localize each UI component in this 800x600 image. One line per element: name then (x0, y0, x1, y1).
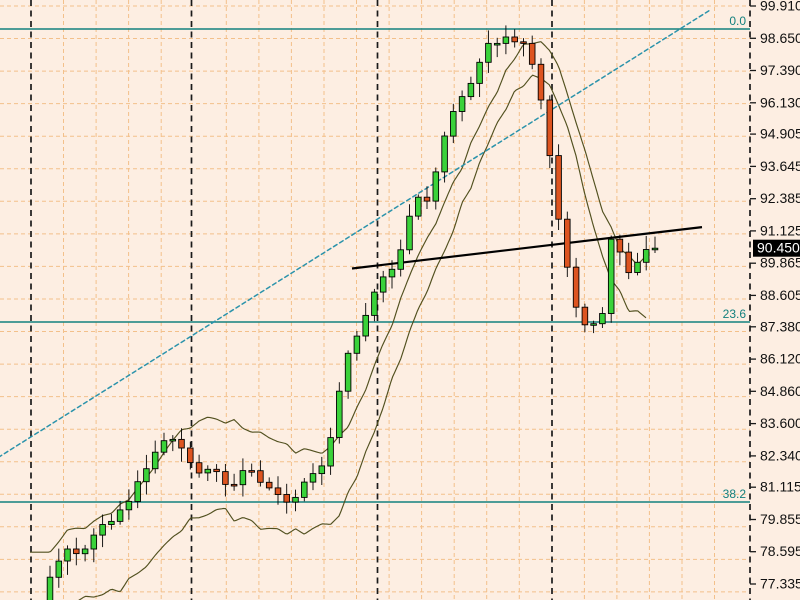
svg-text:97.390: 97.390 (760, 62, 800, 78)
svg-text:87.380: 87.380 (760, 318, 800, 334)
svg-text:0.0: 0.0 (729, 14, 746, 28)
svg-text:38.2: 38.2 (723, 487, 747, 501)
svg-text:93.645: 93.645 (760, 158, 800, 174)
svg-text:86.120: 86.120 (760, 351, 800, 367)
svg-text:82.340: 82.340 (760, 447, 800, 463)
svg-text:83.600: 83.600 (760, 415, 800, 431)
svg-text:94.905: 94.905 (760, 126, 800, 142)
svg-text:84.860: 84.860 (760, 383, 800, 399)
svg-text:89.865: 89.865 (760, 255, 800, 271)
svg-text:99.910: 99.910 (760, 0, 800, 14)
svg-text:92.385: 92.385 (760, 190, 800, 206)
svg-text:98.650: 98.650 (760, 30, 800, 46)
svg-text:90.450: 90.450 (757, 239, 800, 255)
svg-text:79.855: 79.855 (760, 511, 800, 527)
svg-text:77.335: 77.335 (760, 576, 800, 592)
svg-text:81.115: 81.115 (760, 479, 800, 495)
svg-text:78.595: 78.595 (760, 543, 800, 559)
svg-text:96.130: 96.130 (760, 94, 800, 110)
svg-text:91.125: 91.125 (760, 222, 800, 238)
svg-text:23.6: 23.6 (723, 307, 747, 321)
svg-text:88.605: 88.605 (760, 287, 800, 303)
